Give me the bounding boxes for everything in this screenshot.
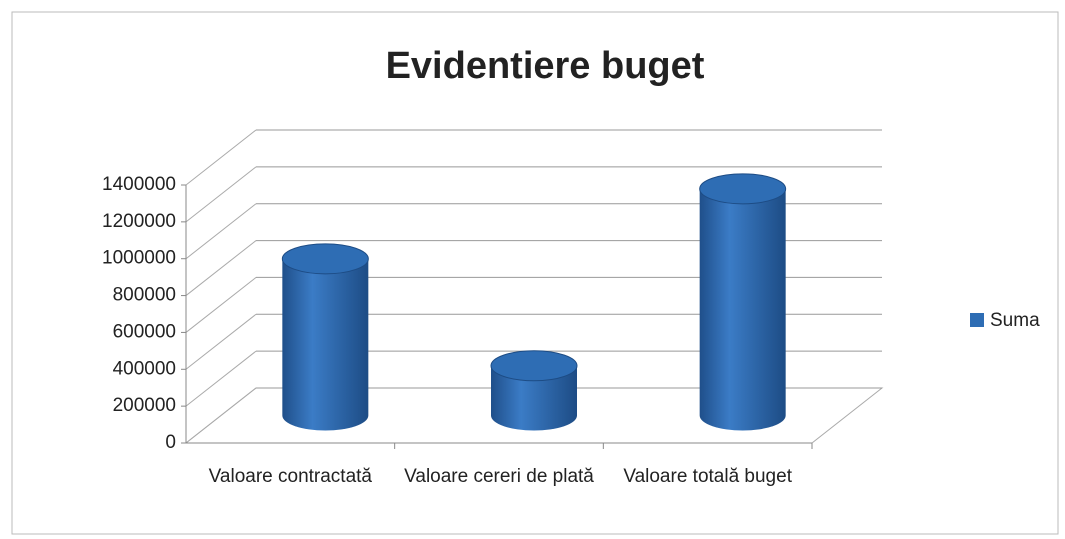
legend-swatch — [970, 313, 984, 327]
grid-line — [185, 203, 257, 260]
bar — [491, 365, 577, 431]
grid-line — [185, 313, 257, 370]
legend-label: Suma — [990, 310, 1040, 331]
chart-frame — [11, 11, 1059, 535]
y-tick-label: 800000 — [113, 285, 176, 306]
grid-line — [185, 240, 257, 296]
y-tick-label: 600000 — [113, 321, 176, 342]
chart-title: Evidentiere buget — [386, 45, 705, 87]
x-tick-label: Valoare totală buget — [623, 466, 792, 487]
x-tick-label: Valoare cereri de plată — [404, 466, 594, 487]
x-tick-label: Valoare contractată — [208, 466, 372, 487]
y-tick-label: 200000 — [113, 395, 176, 416]
bar-top — [281, 243, 369, 275]
y-tick-label: 400000 — [113, 358, 176, 379]
y-tick-label: 1200000 — [102, 211, 176, 232]
y-tick-label: 1000000 — [102, 248, 176, 269]
grid-line — [185, 129, 257, 186]
bar — [282, 258, 369, 431]
grid-line — [185, 166, 257, 223]
bar-top — [490, 350, 578, 382]
y-tick-label: 0 — [165, 432, 176, 453]
y-tick-label: 1400000 — [102, 174, 176, 195]
grid-line — [185, 277, 257, 333]
grid-line — [185, 350, 257, 407]
bar-top — [699, 173, 787, 205]
bar — [699, 188, 786, 431]
grid-line — [185, 387, 257, 444]
